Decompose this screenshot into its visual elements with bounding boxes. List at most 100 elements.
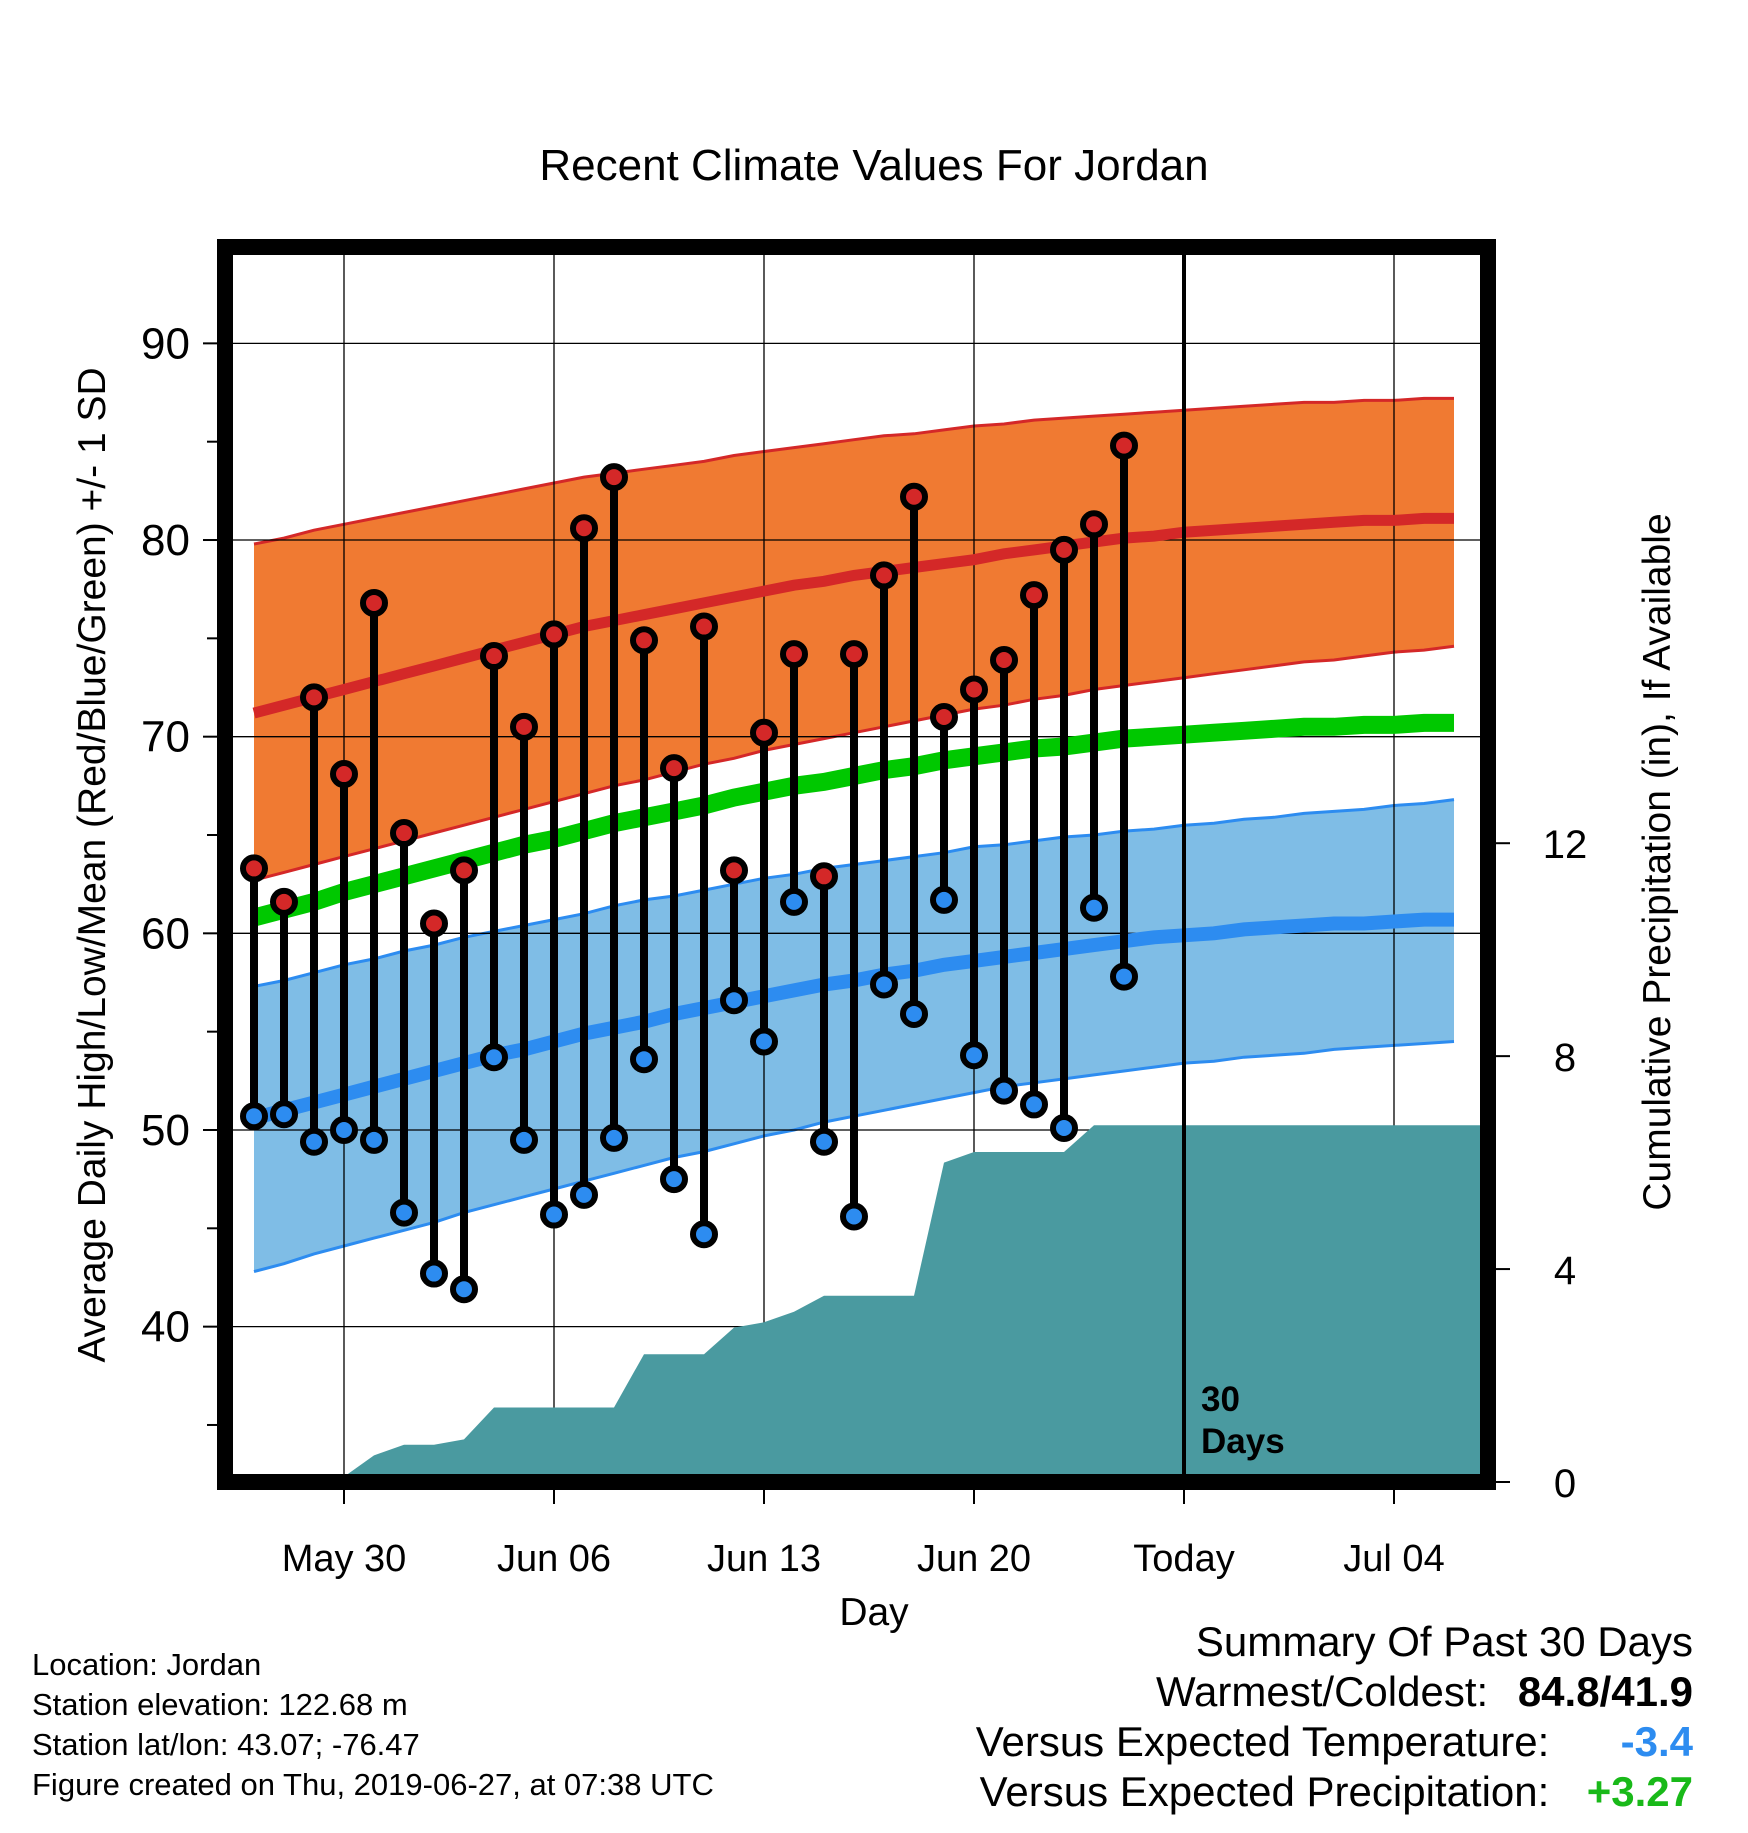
y-left-tick-label: 50 — [141, 1106, 190, 1155]
x-axis-label: Day — [839, 1591, 909, 1634]
y-left-tick-label: 40 — [141, 1303, 190, 1352]
summary-warm-cold-row: Warmest/Coldest: 84.8/41.9 — [1156, 1667, 1693, 1717]
observed-high-point — [570, 514, 598, 543]
y-left-tick-label: 60 — [141, 909, 190, 958]
observed-low-point — [270, 1100, 298, 1129]
observed-high-point — [930, 703, 958, 732]
observed-high-point — [360, 588, 388, 617]
observed-low-point — [390, 1198, 418, 1227]
footer-elevation: Station elevation: 122.68 m — [32, 1687, 408, 1722]
observed-high-point — [540, 620, 568, 649]
footer-latlon: Station lat/lon: 43.07; -76.47 — [32, 1727, 420, 1762]
plot-frame — [217, 239, 1496, 1490]
observed-low-point — [960, 1041, 988, 1070]
y-left-tick-label: 80 — [141, 516, 190, 565]
observed-low-point — [1020, 1090, 1048, 1119]
high-upper-sd-line — [253, 396, 1454, 546]
observed-low-point — [420, 1259, 448, 1288]
observed-high-point — [240, 854, 268, 883]
observed-low-point — [630, 1045, 658, 1074]
observed-high-point — [390, 819, 418, 848]
observed-low-point — [1080, 893, 1108, 922]
observed-high-point — [810, 862, 838, 891]
precipitation-area — [254, 1125, 1488, 1482]
observed-high-point — [420, 909, 448, 938]
observed-low-point — [240, 1102, 268, 1131]
observed-low-point — [450, 1275, 478, 1304]
observed-high-point — [780, 640, 808, 669]
x-tick-label: Today — [1133, 1538, 1234, 1580]
observed-low-point — [1110, 962, 1138, 991]
observed-high-point — [510, 712, 538, 741]
observed-high-point — [480, 642, 508, 671]
y-right-tick-label: 4 — [1554, 1249, 1576, 1293]
summary-warm-cold-label: Warmest/Coldest: — [1155, 1668, 1489, 1715]
y-right-tick-label: 8 — [1554, 1036, 1576, 1080]
observed-high-point — [1050, 535, 1078, 564]
summary-precip-label: Versus Expected Precipitation: — [979, 1768, 1550, 1815]
observed-low-point — [480, 1043, 508, 1072]
observed-high-point — [720, 856, 748, 885]
footer-location: Location: Jordan — [32, 1647, 262, 1682]
observed-low-point — [330, 1115, 358, 1144]
observed-high-point — [1110, 431, 1138, 460]
y-left-tick-label: 90 — [141, 319, 190, 368]
x-tick-label: Jun 06 — [497, 1538, 611, 1580]
footer-created: Figure created on Thu, 2019-06-27, at 07… — [32, 1767, 714, 1802]
y-right-tick-label: 12 — [1543, 823, 1588, 867]
observed-low-point — [870, 970, 898, 999]
observed-high-point — [690, 612, 718, 641]
observed-low-point — [930, 885, 958, 914]
summary-temp-row: Versus Expected Temperature: -3.4 — [976, 1717, 1693, 1767]
y-axis-right-label: Cumulative Precipitation (in), If Availa… — [1636, 513, 1679, 1210]
today-days-value: 30 — [1201, 1380, 1240, 1419]
high-normal-line — [252, 512, 1454, 719]
x-tick-label: Jul 04 — [1343, 1538, 1444, 1580]
observed-low-point — [510, 1125, 538, 1154]
observed-low-point — [810, 1127, 838, 1156]
observed-high-point — [450, 856, 478, 885]
observed-high-point — [960, 675, 988, 704]
x-tick-label: May 30 — [282, 1538, 407, 1580]
observed-high-point — [750, 718, 778, 747]
x-tick-label: Jun 13 — [707, 1538, 821, 1580]
observed-high-point — [990, 645, 1018, 674]
observed-high-point — [630, 626, 658, 655]
observed-high-point — [660, 754, 688, 783]
observed-low-point — [300, 1127, 328, 1156]
observed-high-point — [1020, 581, 1048, 610]
summary-heading: Summary Of Past 30 Days — [1195, 1618, 1693, 1665]
x-tick-label: Jun 20 — [917, 1538, 1031, 1580]
observed-low-point — [570, 1180, 598, 1209]
observed-low-point — [540, 1200, 568, 1229]
summary-temp-label: Versus Expected Temperature: — [975, 1718, 1550, 1765]
today-days-label: Days — [1201, 1422, 1285, 1461]
observed-low-point — [720, 986, 748, 1015]
observed-low-point — [780, 887, 808, 916]
y-left-tick-label: 70 — [141, 713, 190, 762]
observed-high-point — [600, 463, 628, 492]
observed-low-point — [600, 1123, 628, 1152]
observed-low-point — [840, 1202, 868, 1231]
chart-title: Recent Climate Values For Jordan — [539, 141, 1208, 190]
summary-precip-row: Versus Expected Precipitation: +3.27 — [980, 1767, 1693, 1817]
observed-low-point — [360, 1125, 388, 1154]
observed-low-point — [990, 1076, 1018, 1105]
observed-low-point — [1050, 1114, 1078, 1143]
observed-low-point — [900, 999, 928, 1028]
observed-high-point — [1080, 510, 1108, 539]
observed-high-point — [870, 561, 898, 590]
summary-precip-value: +3.27 — [1586, 1768, 1693, 1815]
summary-warm-cold-value: 84.8/41.9 — [1517, 1668, 1693, 1715]
y-right-tick-label: 0 — [1554, 1462, 1576, 1506]
summary-temp-value: -3.4 — [1620, 1718, 1693, 1765]
observed-high-point — [330, 760, 358, 789]
observed-high-point — [840, 640, 868, 669]
observed-low-point — [750, 1027, 778, 1056]
observed-high-point — [300, 683, 328, 712]
observed-low-point — [660, 1165, 688, 1194]
y-axis-left-label: Average Daily High/Low/Mean (Red/Blue/Gr… — [71, 367, 114, 1362]
observed-high-point — [270, 887, 298, 916]
